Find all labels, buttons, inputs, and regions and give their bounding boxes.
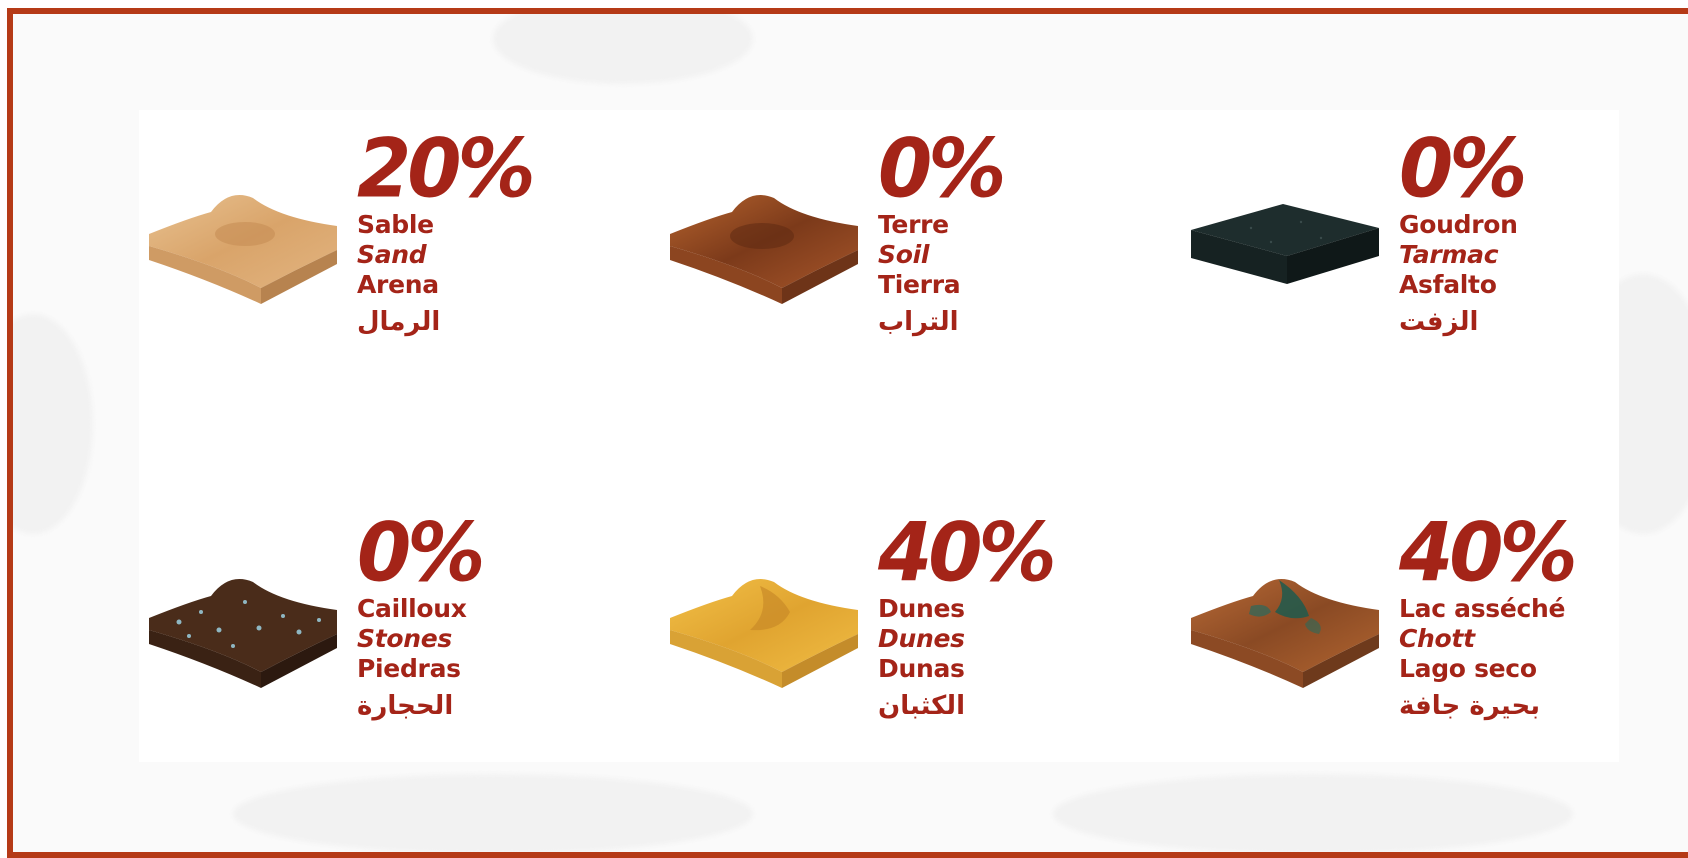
terrain-name-es: Lago seco: [1399, 654, 1537, 683]
tarmac-tile-icon: [1191, 188, 1381, 308]
dunes-tile-icon: [670, 572, 860, 692]
terrain-name-en: Tarmac: [1399, 240, 1499, 269]
terrain-info: 0% Terre Soil Tierra التراب: [878, 126, 1058, 338]
terrain-name-en: Stones: [357, 624, 452, 653]
terrain-soil: 0% Terre Soil Tierra التراب: [660, 126, 1040, 426]
chott-tile-icon: [1191, 572, 1381, 692]
terrain-name-es: Arena: [357, 270, 439, 299]
page-frame: 20% Sable Sand Arena الرمال: [7, 8, 1688, 858]
terrain-panel: 20% Sable Sand Arena الرمال: [139, 110, 1619, 762]
terrain-info: 40% Dunes Dunes Dunas الكثبان: [878, 510, 1058, 722]
background-smudge: [13, 314, 93, 534]
terrain-name-ar: الزفت: [1399, 307, 1479, 337]
terrain-name-ar: التراب: [878, 307, 959, 337]
terrain-name-en: Dunes: [878, 624, 965, 653]
terrain-info: 0% Goudron Tarmac Asfalto الزفت: [1399, 126, 1579, 338]
terrain-percent: 40%: [1399, 506, 1578, 601]
terrain-name-fr: Lac asséché: [1399, 594, 1566, 623]
terrain-name-fr: Terre: [878, 210, 949, 239]
terrain-name-ar: الكثبان: [878, 691, 965, 721]
terrain-tarmac: 0% Goudron Tarmac Asfalto الزفت: [1181, 126, 1561, 426]
terrain-name-es: Piedras: [357, 654, 461, 683]
terrain-name-fr: Cailloux: [357, 594, 467, 623]
terrain-name-en: Soil: [878, 240, 930, 269]
terrain-percent: 0%: [1399, 122, 1527, 217]
terrain-name-ar: الحجارة: [357, 691, 454, 721]
terrain-dunes: 40% Dunes Dunes Dunas الكثبان: [660, 510, 1057, 810]
terrain-stones: 0% Cailloux Stones Piedras الحجارة: [139, 510, 519, 810]
terrain-info: 20% Sable Sand Arena الرمال: [357, 126, 537, 338]
sand-tile-icon: [149, 188, 339, 308]
terrain-name-ar: بحيرة جافة: [1399, 691, 1540, 721]
stones-tile-icon: [149, 572, 339, 692]
terrain-name-fr: Dunes: [878, 594, 965, 623]
terrain-percent: 0%: [878, 122, 1006, 217]
terrain-info: 0% Cailloux Stones Piedras الحجارة: [357, 510, 537, 722]
terrain-sand: 20% Sable Sand Arena الرمال: [139, 126, 536, 426]
terrain-percent: 0%: [357, 506, 485, 601]
terrain-name-es: Dunas: [878, 654, 965, 683]
terrain-name-fr: Goudron: [1399, 210, 1518, 239]
terrain-percent: 20%: [357, 122, 536, 217]
terrain-name-ar: الرمال: [357, 307, 441, 337]
terrain-name-en: Chott: [1399, 624, 1475, 653]
background-smudge: [493, 14, 753, 84]
terrain-name-es: Tierra: [878, 270, 961, 299]
terrain-percent: 40%: [878, 506, 1057, 601]
terrain-info: 40% Lac asséché Chott Lago seco بحيرة جا…: [1399, 510, 1579, 722]
terrain-chott: 40% Lac asséché Chott Lago seco بحيرة جا…: [1181, 510, 1578, 810]
soil-tile-icon: [670, 188, 860, 308]
terrain-name-en: Sand: [357, 240, 427, 269]
terrain-name-es: Asfalto: [1399, 270, 1497, 299]
terrain-name-fr: Sable: [357, 210, 434, 239]
